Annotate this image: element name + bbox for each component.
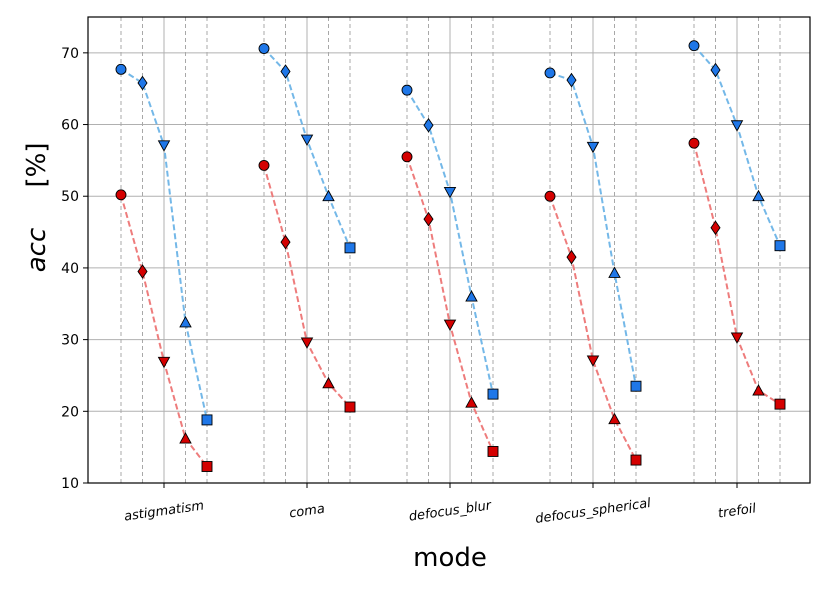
- point-diamond: [423, 117, 434, 133]
- y-axis-label-unit: [%]: [22, 143, 52, 188]
- point-square: [344, 401, 356, 413]
- point-triangle-up: [752, 189, 765, 202]
- y-tick-label: 60: [61, 118, 79, 134]
- y-axis-label-var: acc: [22, 228, 52, 273]
- point-square: [630, 454, 642, 466]
- point-triangle-up: [179, 432, 192, 444]
- x-tick-label: coma: [288, 502, 326, 522]
- point-triangle-down: [300, 134, 314, 147]
- y-axis-label-group: acc [%]: [22, 143, 52, 273]
- plot-frame: [87, 16, 811, 484]
- point-circle: [688, 137, 700, 149]
- point-triangle-down: [730, 120, 744, 132]
- point-diamond: [710, 62, 721, 78]
- point-square: [774, 240, 786, 252]
- series-line: [549, 195, 637, 461]
- y-tick-label: 70: [61, 46, 79, 62]
- point-square: [487, 388, 499, 400]
- point-circle: [115, 189, 127, 201]
- point-triangle-down: [443, 319, 457, 331]
- y-tick-label: 20: [61, 404, 79, 420]
- y-tick-label: 10: [61, 476, 79, 492]
- point-circle: [544, 67, 556, 79]
- point-triangle-up: [752, 384, 765, 396]
- x-tick-label: astigmatism: [123, 498, 205, 524]
- point-triangle-up: [179, 315, 192, 328]
- point-circle: [258, 159, 270, 171]
- y-tick-label: 40: [61, 261, 79, 277]
- point-triangle-down: [157, 356, 171, 369]
- point-circle: [401, 151, 413, 163]
- x-tick-label: trefoil: [717, 501, 757, 521]
- point-triangle-up: [322, 189, 335, 202]
- point-triangle-up: [608, 412, 621, 425]
- point-triangle-down: [300, 337, 314, 349]
- point-diamond: [137, 75, 148, 91]
- point-circle: [401, 84, 413, 96]
- point-triangle-down: [586, 141, 600, 154]
- point-square: [487, 446, 499, 457]
- point-triangle-down: [730, 332, 744, 344]
- point-square: [344, 242, 356, 254]
- y-tick-label: 30: [61, 333, 79, 349]
- point-diamond: [566, 249, 577, 265]
- point-diamond: [423, 211, 434, 227]
- point-triangle-up: [608, 266, 621, 278]
- point-diamond: [566, 72, 577, 88]
- point-triangle-down: [443, 186, 457, 199]
- point-circle: [544, 190, 556, 202]
- x-tick-label: defocus_blur: [408, 498, 494, 525]
- grid: [88, 17, 810, 484]
- point-square: [630, 380, 642, 392]
- point-square: [201, 461, 213, 472]
- point-diamond: [280, 234, 291, 250]
- point-diamond: [710, 220, 721, 236]
- y-tick-label: 50: [61, 189, 79, 205]
- x-axis-label: mode: [413, 543, 487, 573]
- point-diamond: [280, 64, 291, 79]
- point-triangle-down: [157, 140, 171, 152]
- x-tick-label: defocus_spherical: [534, 496, 652, 527]
- point-triangle-up: [465, 396, 478, 408]
- point-triangle-up: [322, 376, 335, 389]
- point-triangle-down: [586, 355, 600, 367]
- point-square: [201, 414, 213, 426]
- point-circle: [258, 43, 270, 54]
- point-square: [774, 398, 786, 410]
- point-triangle-up: [465, 290, 478, 302]
- point-circle: [688, 40, 700, 52]
- series-layer: [115, 40, 786, 472]
- point-diamond: [137, 264, 148, 279]
- axes: 10 20 30 40 50 60 70 astigmatism coma defocus_blu…: [61, 46, 757, 527]
- point-circle: [115, 63, 127, 75]
